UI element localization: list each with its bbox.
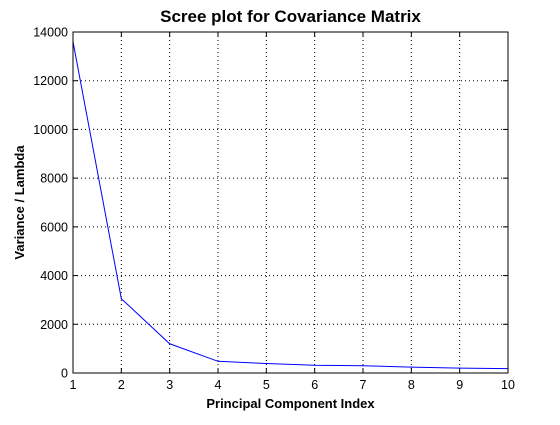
- x-tick-label: 2: [118, 378, 125, 392]
- data-point: [314, 364, 316, 366]
- x-tick-label: 6: [311, 378, 318, 392]
- y-tick-label: 8000: [40, 172, 68, 186]
- data-point: [410, 366, 412, 368]
- x-tick-label: 4: [215, 378, 222, 392]
- data-point: [459, 367, 461, 369]
- y-tick-label: 10000: [33, 123, 68, 137]
- x-axis-label: Principal Component Index: [206, 396, 375, 411]
- y-axis-label: Variance / Lambda: [12, 145, 27, 260]
- data-point: [362, 365, 364, 367]
- x-tick-label: 3: [166, 378, 173, 392]
- y-tick-label: 12000: [33, 74, 68, 88]
- data-point: [217, 360, 219, 362]
- y-tick-label: 2000: [40, 318, 68, 332]
- x-tick-label: 5: [263, 378, 270, 392]
- x-tick-label: 8: [408, 378, 415, 392]
- y-tick-label: 6000: [40, 220, 68, 234]
- plot-frame: [72, 31, 509, 374]
- data-point: [265, 362, 267, 365]
- chart-title: Scree plot for Covariance Matrix: [160, 7, 421, 26]
- y-tick-label: 0: [61, 367, 68, 381]
- y-tick-label: 14000: [33, 26, 68, 40]
- y-tick-label: 4000: [40, 269, 68, 283]
- grid-layer: [73, 32, 508, 373]
- x-tick-label: 7: [360, 378, 367, 392]
- x-tick-label: 1: [70, 378, 77, 392]
- x-tick-label: 10: [501, 378, 515, 392]
- data-point: [169, 343, 171, 345]
- series-line: [72, 41, 509, 370]
- x-tick-label: 9: [456, 378, 463, 392]
- ticks-layer: 1 2 3 4 5 6 7 8 9 10 0 2000 4000 6000 8000 10000 12000 14…: [33, 26, 515, 393]
- data-point: [120, 298, 122, 300]
